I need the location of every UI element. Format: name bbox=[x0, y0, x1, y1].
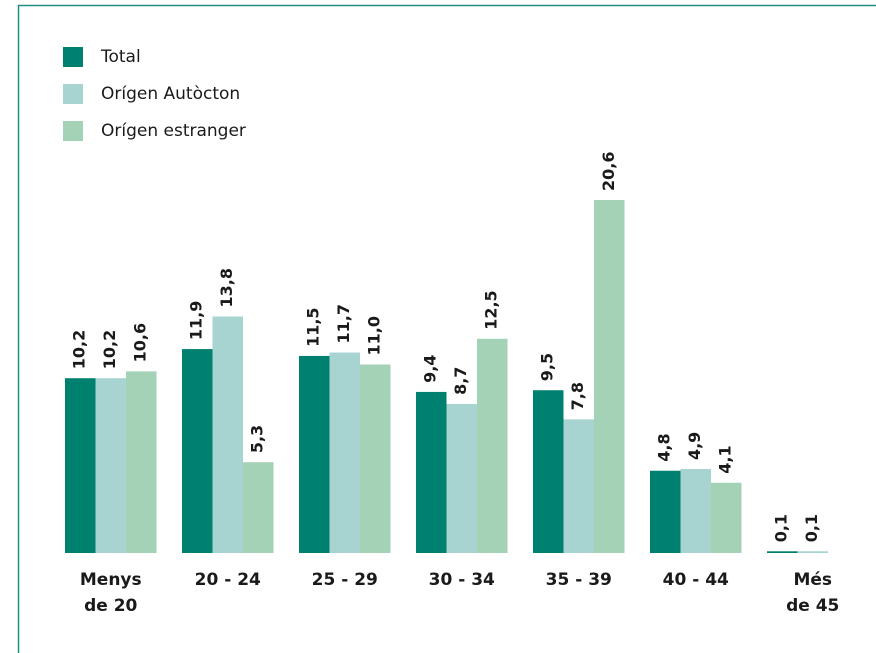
bar bbox=[767, 551, 798, 553]
value-label: 20,6 bbox=[599, 152, 618, 191]
x-tick-line: Menys bbox=[80, 570, 142, 590]
value-label: 4,1 bbox=[716, 445, 735, 473]
x-tick-label: Menys de 20 bbox=[80, 570, 142, 616]
bar bbox=[680, 469, 711, 553]
bar bbox=[126, 371, 157, 553]
value-label: 0,1 bbox=[772, 514, 791, 542]
bar bbox=[299, 355, 330, 553]
value-label: 9,4 bbox=[421, 355, 440, 383]
x-tick-label: 40 - 44 bbox=[663, 570, 729, 590]
value-label: 4,8 bbox=[655, 433, 674, 461]
value-label: 8,7 bbox=[451, 367, 470, 395]
value-label: 10,2 bbox=[70, 330, 89, 369]
x-tick-line: de 45 bbox=[786, 596, 839, 616]
x-tick-line: de 20 bbox=[84, 596, 137, 616]
x-tick-label: 20 - 24 bbox=[195, 570, 261, 590]
bar bbox=[95, 378, 126, 553]
value-label: 7,8 bbox=[568, 382, 587, 410]
bar bbox=[797, 551, 828, 553]
bar bbox=[711, 482, 742, 553]
value-label: 9,5 bbox=[538, 353, 557, 381]
value-label: 10,6 bbox=[131, 323, 150, 362]
legend-label: Total bbox=[100, 47, 141, 67]
bar bbox=[594, 200, 625, 553]
legend-label: Orígen Autòcton bbox=[101, 84, 240, 104]
bar bbox=[182, 349, 213, 553]
x-tick-label: Més de 45 bbox=[786, 570, 839, 616]
legend-label: Orígen estranger bbox=[101, 121, 246, 141]
value-label: 10,2 bbox=[100, 330, 119, 369]
bar bbox=[243, 462, 274, 553]
value-label: 11,7 bbox=[334, 304, 353, 343]
legend-swatch bbox=[63, 121, 83, 141]
legend-swatch bbox=[63, 84, 83, 104]
value-label: 4,9 bbox=[685, 432, 704, 460]
bar bbox=[329, 352, 360, 553]
bar bbox=[563, 419, 594, 553]
x-tick-label: 30 - 34 bbox=[429, 570, 495, 590]
value-label: 11,5 bbox=[304, 307, 323, 346]
bar bbox=[360, 364, 391, 553]
value-label: 12,5 bbox=[482, 290, 501, 329]
bar bbox=[416, 391, 447, 553]
bar bbox=[446, 403, 477, 553]
legend-swatch bbox=[63, 47, 83, 67]
value-label: 5,3 bbox=[248, 425, 267, 453]
value-label: 13,8 bbox=[217, 268, 236, 307]
bar bbox=[212, 316, 243, 553]
value-label: 11,0 bbox=[365, 316, 384, 355]
bar bbox=[477, 338, 508, 553]
value-label: 11,9 bbox=[187, 301, 206, 340]
bar bbox=[533, 390, 564, 553]
x-tick-label: 25 - 29 bbox=[312, 570, 378, 590]
x-tick-line: Més bbox=[793, 570, 832, 590]
bar bbox=[650, 470, 681, 553]
bar bbox=[65, 378, 96, 553]
value-label: 0,1 bbox=[802, 514, 821, 542]
x-tick-label: 35 - 39 bbox=[546, 570, 612, 590]
